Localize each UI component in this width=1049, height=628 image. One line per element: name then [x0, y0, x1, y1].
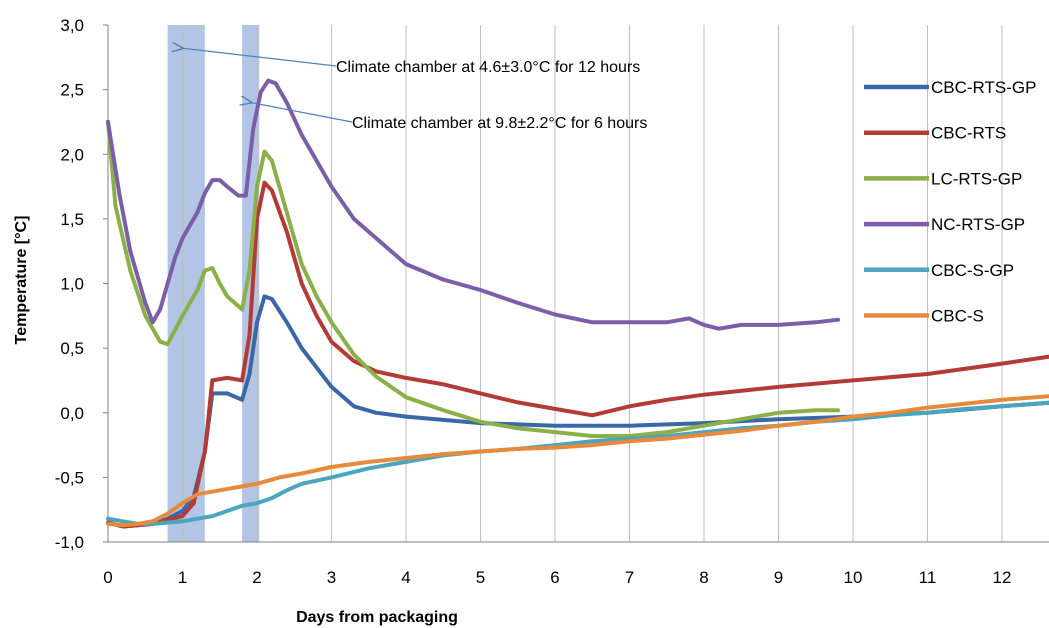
x-tick-labels: 0 1 2 3 4 5 6 7 8 9 10 11 12 [103, 568, 1011, 587]
y-tick-label: 2,0 [60, 145, 84, 164]
annotation-arrow-2 [251, 103, 353, 123]
annotation-text-2: Climate chamber at 9.8±2.2°C for 6 hours [352, 115, 647, 132]
legend: CBC-RTS-GP CBC-RTS LC-RTS-GP NC-RTS-GP CBC-S… [864, 78, 1036, 326]
axes [103, 24, 1049, 543]
climate-chamber-band-2 [242, 25, 260, 542]
x-tick-label: 7 [625, 568, 634, 587]
y-tick-label: 1,0 [60, 275, 84, 294]
x-tick-label: 4 [401, 568, 410, 587]
x-axis-title: Days from packaging [296, 609, 458, 626]
y-tick-label: -0,5 [55, 468, 84, 487]
series-line-cbc-rts [106, 180, 1049, 529]
series-line-cbc-s [106, 394, 1049, 528]
x-tick-label: 11 [919, 568, 937, 587]
x-tick-label: 10 [844, 568, 863, 587]
x-tick-label: 6 [550, 568, 559, 587]
series-line-lc-rts-gp [106, 119, 841, 438]
legend-label-cbc-rts: CBC-RTS [931, 124, 1006, 143]
x-tick-label: 9 [774, 568, 783, 587]
y-tick-label: 0,0 [60, 404, 84, 423]
legend-label-cbc-s: CBC-S [931, 307, 984, 326]
y-tick-labels: -1,0 -0,5 0,0 0,5 1,0 1,5 2,0 2,5 3,0 [55, 16, 84, 552]
y-tick-label: 0,5 [60, 339, 84, 358]
series-lines [106, 78, 1049, 529]
vertical-gridlines [182, 25, 1003, 542]
legend-label-nc-rts-gp: NC-RTS-GP [931, 215, 1025, 234]
annotations: Climate chamber at 4.6±3.0°C for 12 hour… [183, 48, 647, 132]
annotation-arrow-1 [183, 48, 337, 67]
x-tick-label: 8 [699, 568, 708, 587]
x-tick-label: 1 [178, 568, 187, 587]
series-line-nc-rts-gp [106, 78, 841, 331]
y-tick-label: 1,5 [60, 210, 84, 229]
legend-label-cbc-rts-gp: CBC-RTS-GP [931, 78, 1036, 97]
y-tick-label: 3,0 [60, 16, 84, 35]
y-axis-title: Temperature [°C] [13, 216, 30, 345]
x-tick-label: 3 [327, 568, 336, 587]
legend-label-lc-rts-gp: LC-RTS-GP [931, 169, 1022, 188]
x-tick-label: 12 [993, 568, 1012, 587]
x-tick-label: 5 [476, 568, 485, 587]
legend-label-cbc-s-gp: CBC-S-GP [931, 261, 1014, 280]
x-tick-label: 2 [252, 568, 261, 587]
y-tick-label: -1,0 [55, 533, 84, 552]
series-line-cbc-rts-gp [106, 294, 1049, 529]
annotation-text-1: Climate chamber at 4.6±3.0°C for 12 hour… [336, 59, 640, 76]
y-tick-label: 2,5 [60, 81, 84, 100]
x-tick-label: 0 [103, 568, 112, 587]
